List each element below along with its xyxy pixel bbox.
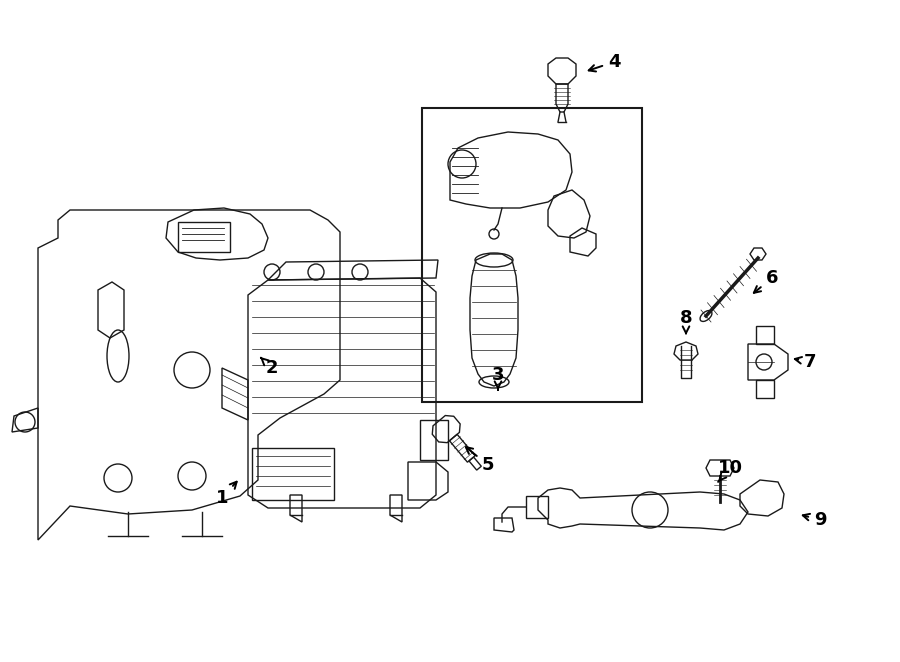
- Bar: [526, 496, 548, 518]
- Bar: [422, 108, 642, 402]
- Bar: [178, 222, 230, 252]
- Bar: [252, 448, 334, 500]
- Text: 1: 1: [216, 482, 237, 507]
- Text: 9: 9: [803, 511, 826, 529]
- Text: 7: 7: [795, 353, 816, 371]
- Bar: [420, 420, 448, 460]
- Text: 10: 10: [717, 459, 742, 482]
- Text: 3: 3: [491, 366, 504, 390]
- Text: 4: 4: [589, 53, 620, 71]
- Text: 8: 8: [680, 309, 692, 334]
- Text: 2: 2: [261, 357, 278, 377]
- Text: 5: 5: [466, 447, 494, 474]
- Text: 6: 6: [754, 269, 778, 293]
